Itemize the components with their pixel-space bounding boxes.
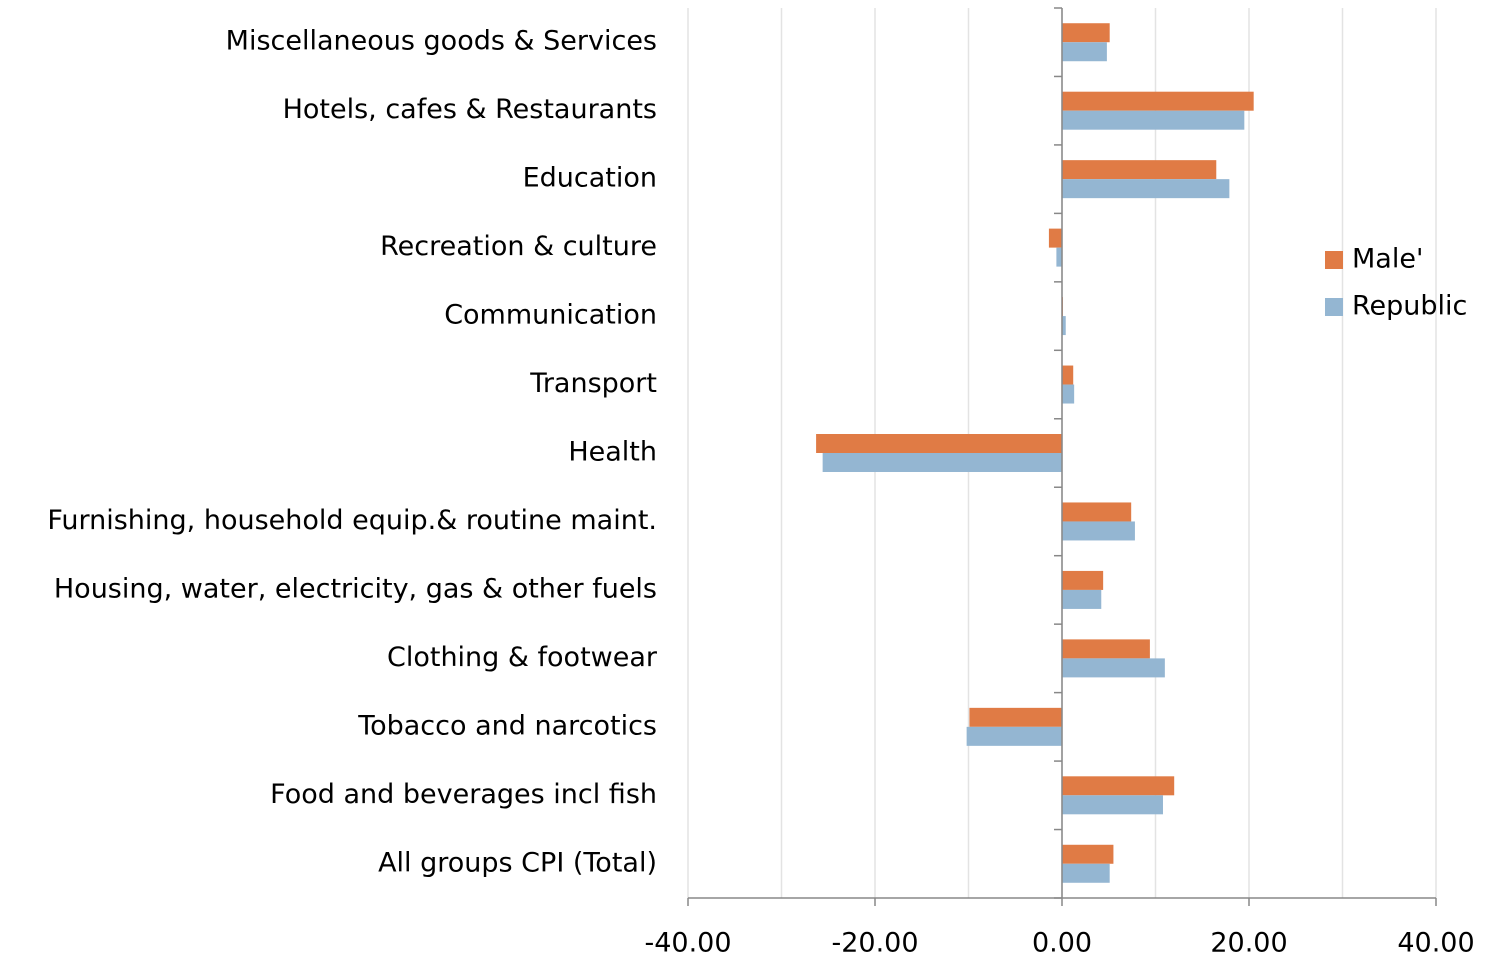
legend-swatch: [1325, 251, 1343, 269]
x-tick-label: 20.00: [1210, 928, 1287, 956]
legend-label: Republic: [1352, 291, 1467, 322]
bar: [1062, 776, 1175, 796]
bar: [966, 726, 1062, 746]
x-tick-label: -40.00: [644, 928, 731, 956]
bar: [816, 434, 1062, 453]
bar: [1062, 570, 1104, 590]
y-tick-label: Health: [568, 437, 657, 468]
y-tick-label: Clothing & footwear: [387, 642, 658, 673]
bar: [1062, 365, 1074, 385]
y-tick-label: Hotels, cafes & Restaurants: [283, 94, 657, 125]
bar: [1056, 247, 1062, 267]
bar: [1048, 228, 1062, 248]
bar: [1062, 863, 1110, 883]
bar: [1062, 316, 1066, 336]
y-tick-label: Furnishing, household equip.& routine ma…: [47, 505, 657, 536]
x-tick-label: 0.00: [1032, 928, 1092, 956]
bar: [1062, 179, 1230, 199]
bar: [1062, 110, 1245, 130]
y-tick-label: Food and beverages incl fish: [270, 779, 657, 810]
bar: [1062, 384, 1075, 404]
x-tick-label: -20.00: [831, 928, 918, 956]
x-tick-label: 40.00: [1397, 928, 1474, 956]
bar: [1062, 658, 1165, 678]
y-tick-label: Tobacco and narcotics: [357, 710, 657, 741]
bar: [1062, 160, 1217, 180]
y-tick-label: Education: [523, 163, 657, 194]
bar: [1062, 795, 1163, 815]
bar: [1062, 589, 1102, 609]
bar: [1062, 42, 1107, 62]
bar: [1062, 639, 1150, 659]
bar: [822, 453, 1062, 472]
legend-label: Male': [1352, 244, 1423, 275]
bar: [1062, 23, 1110, 43]
bar: [1062, 521, 1135, 541]
y-tick-label: Transport: [529, 368, 657, 399]
y-tick-label: Communication: [444, 300, 657, 331]
y-tick-label: Recreation & culture: [380, 231, 657, 262]
bar: [1062, 844, 1114, 864]
y-tick-label: All groups CPI (Total): [378, 847, 657, 878]
legend-swatch: [1325, 298, 1343, 316]
y-tick-label: Housing, water, electricity, gas & other…: [54, 573, 657, 604]
bar: [1062, 91, 1254, 111]
bar: [969, 707, 1062, 727]
y-tick-label: Miscellaneous goods & Services: [226, 26, 657, 57]
bar: [1062, 502, 1132, 522]
